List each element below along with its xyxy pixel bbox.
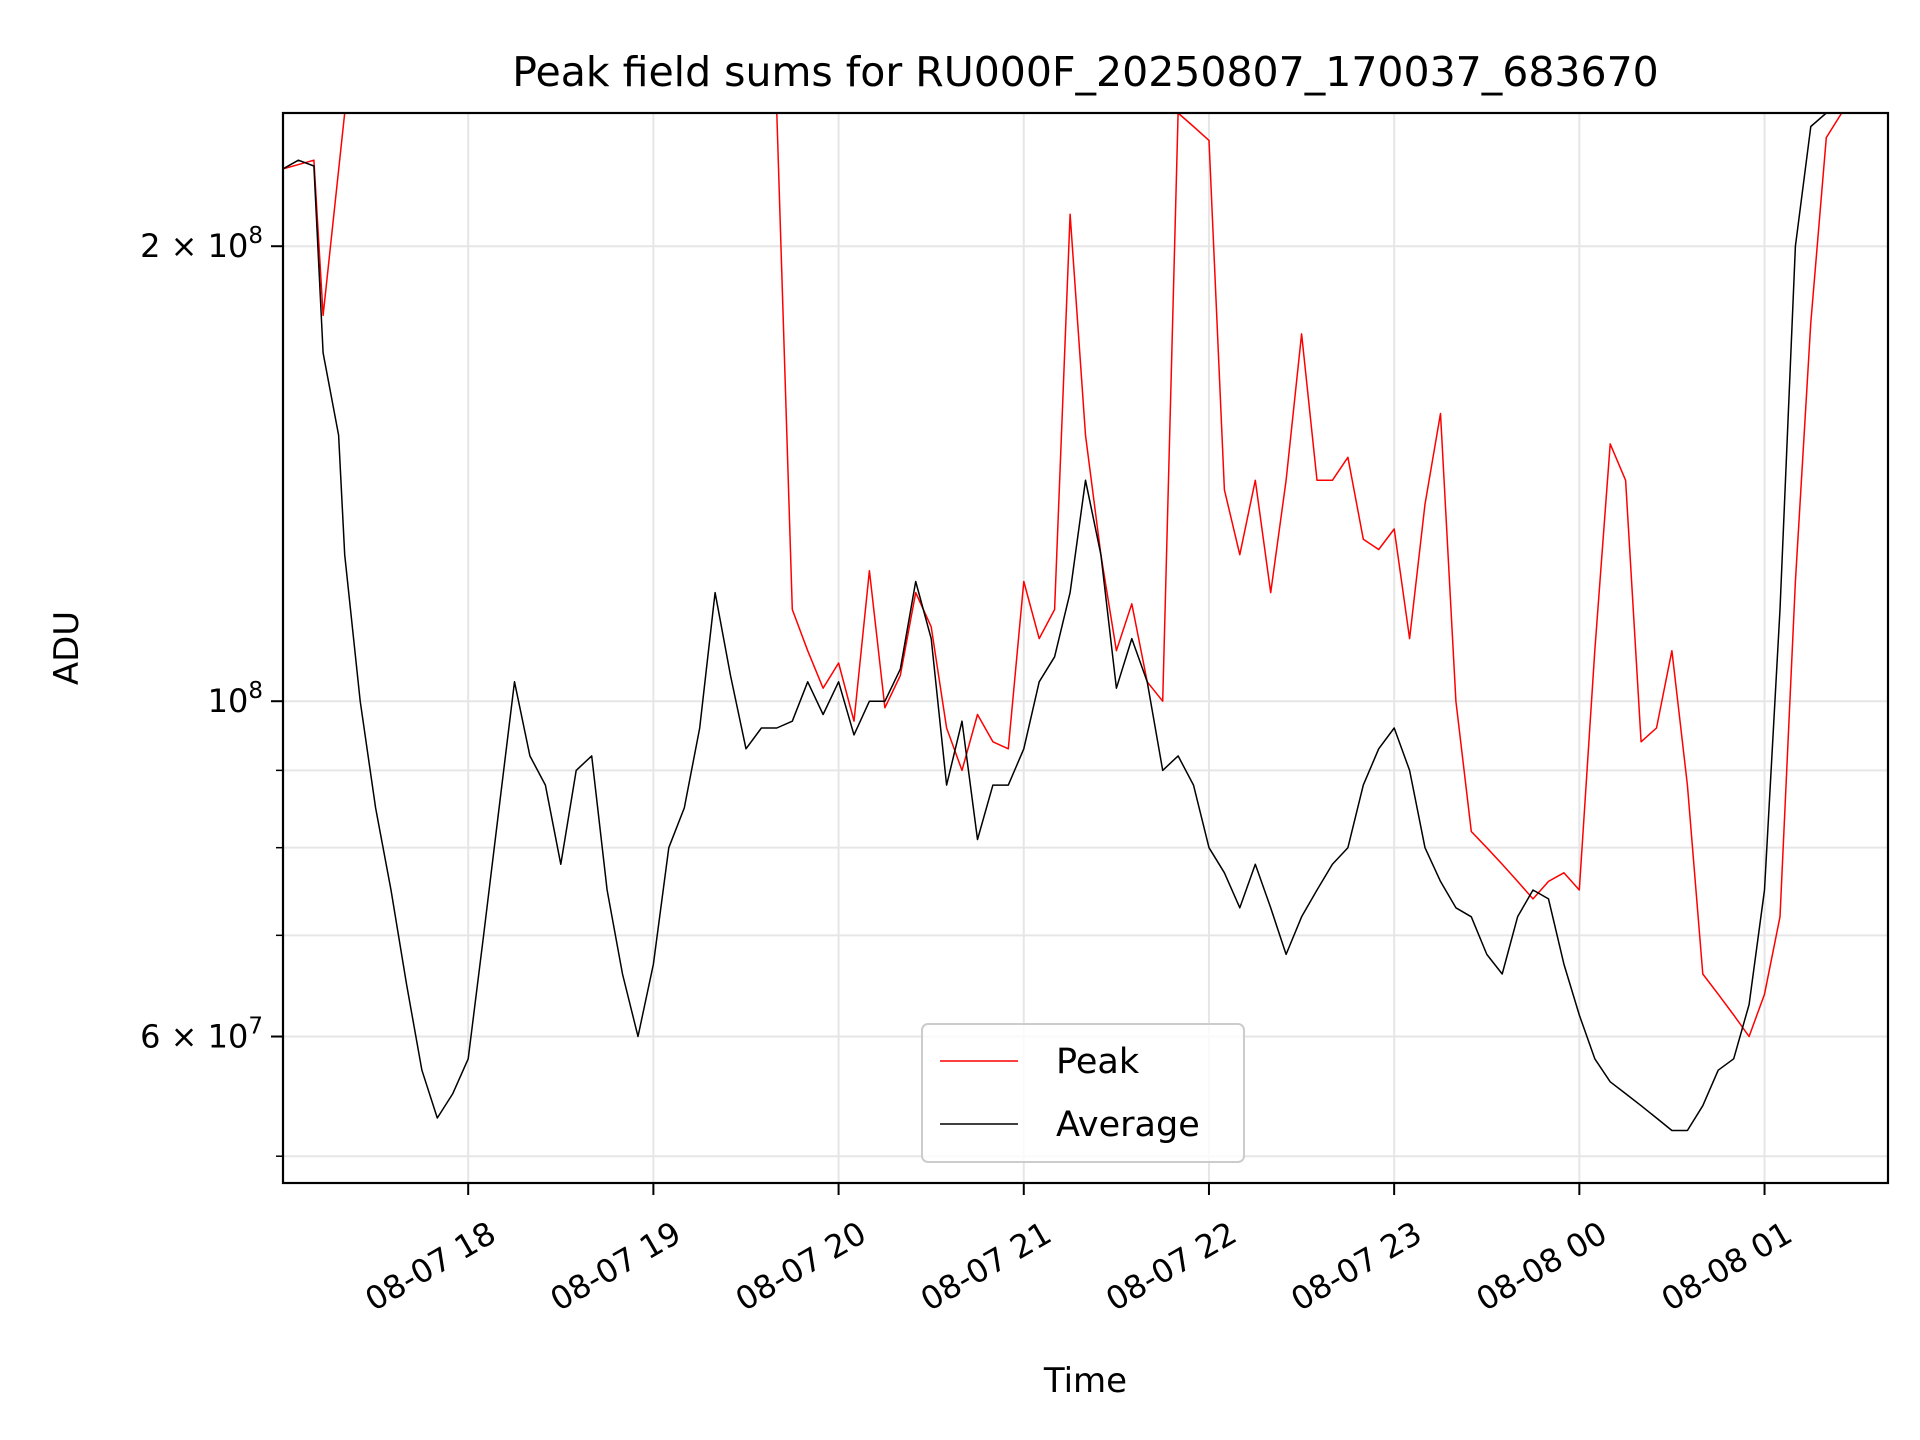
x-axis-title: Time bbox=[1043, 1361, 1127, 1401]
y-tick-label: 2 × 108 bbox=[140, 223, 263, 265]
plot-frame bbox=[281, 111, 1890, 1185]
plot-area bbox=[283, 113, 1888, 1132]
y-tick-label: 6 × 107 bbox=[140, 1014, 263, 1056]
legend-peak-label: Peak bbox=[1056, 1042, 1140, 1082]
chart-title: Peak field sums for RU000F_20250807_1700… bbox=[512, 48, 1659, 96]
y-axis-title: ADU bbox=[47, 611, 87, 685]
legend: Peak Average bbox=[921, 1023, 1245, 1163]
series-line-peak bbox=[283, 113, 1888, 1038]
y-tick-label: 108 bbox=[208, 678, 263, 720]
series-line-average bbox=[283, 113, 1842, 1132]
legend-average-label: Average bbox=[1056, 1105, 1200, 1145]
grid-lines bbox=[283, 113, 1888, 1183]
legend-box bbox=[921, 1023, 1245, 1163]
